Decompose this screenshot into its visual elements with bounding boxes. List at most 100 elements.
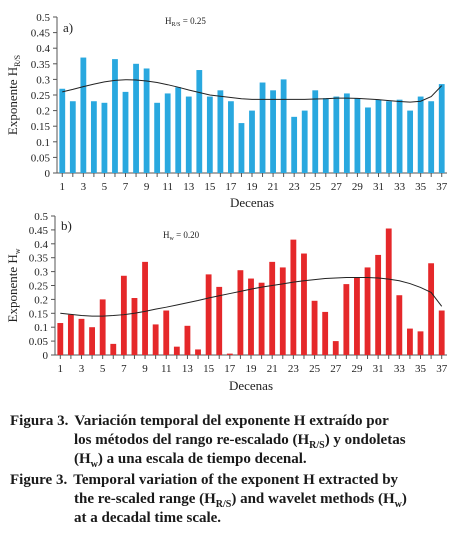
bar (99, 299, 106, 355)
x-tick-label: 29 (352, 181, 364, 193)
bar (80, 57, 87, 174)
bar (438, 310, 445, 355)
hurst-annotation: Hw = 0.20 (163, 230, 200, 242)
y-tick-label: 0.1 (34, 322, 48, 334)
bar (301, 110, 308, 173)
bar (164, 93, 171, 173)
bar (122, 91, 129, 173)
hurst-annotation: HR/S = 0.25 (165, 16, 206, 28)
y-tick-label: 0.5 (36, 12, 50, 24)
bar (184, 325, 191, 355)
caption-english-line3: at a decadal time scale. (74, 510, 222, 526)
bar (280, 79, 287, 173)
x-tick-label: 29 (351, 363, 363, 375)
y-tick-label: 0.3 (34, 267, 48, 279)
bar (175, 87, 182, 173)
x-tick-label: 9 (142, 363, 148, 375)
y-axis-title: Exponente Hw (5, 248, 22, 322)
bar (354, 98, 361, 173)
x-tick-label: 1 (60, 181, 66, 193)
y-tick-label: 0.1 (36, 137, 50, 149)
bar (428, 101, 435, 173)
x-tick-label: 5 (102, 181, 108, 193)
x-tick-label: 31 (373, 363, 384, 375)
bar (90, 101, 97, 173)
y-tick-label: 0.3 (36, 74, 50, 86)
bar (228, 101, 234, 173)
bar (438, 84, 445, 173)
bar (364, 267, 371, 355)
bar (291, 116, 298, 173)
panel-label: a) (63, 20, 73, 35)
x-tick-label: 33 (394, 181, 406, 193)
y-tick-label: 0.05 (31, 152, 51, 164)
x-tick-label: 17 (225, 181, 237, 193)
y-tick-label: 0.05 (29, 336, 49, 348)
bar (133, 63, 139, 173)
x-tick-label: 37 (436, 181, 448, 193)
y-tick-label: 0.5 (34, 211, 48, 223)
bar (279, 267, 286, 355)
caption-english-number: Figure 3. (10, 472, 68, 488)
bar (396, 99, 403, 173)
bar (185, 96, 192, 173)
bar (249, 110, 255, 173)
x-tick-label: 31 (373, 181, 384, 193)
bar (312, 90, 319, 173)
x-tick-label: 3 (79, 363, 85, 375)
x-tick-label: 15 (204, 181, 216, 193)
y-tick-label: 0.35 (29, 253, 49, 265)
bar (311, 300, 318, 355)
bar (258, 282, 265, 355)
caption-english-line1: Temporal variation of the exponent H ext… (73, 472, 399, 488)
x-tick-label: 23 (289, 181, 301, 193)
x-tick-label: 27 (330, 363, 342, 375)
bar (206, 96, 213, 173)
bar (131, 298, 138, 355)
y-tick-label: 0.35 (31, 59, 51, 71)
panel-label: b) (61, 218, 72, 233)
caption-english-line2: the re-scaled range (HR/S) and wavelet m… (74, 491, 407, 510)
bar (142, 261, 148, 355)
bar (59, 88, 66, 173)
bar (396, 295, 403, 355)
x-tick-label: 7 (123, 181, 129, 193)
bar (217, 90, 224, 173)
bar (259, 82, 266, 173)
x-tick-label: 17 (224, 363, 236, 375)
x-tick-label: 35 (415, 181, 427, 193)
x-tick-label: 3 (81, 181, 87, 193)
bar (226, 353, 233, 355)
caption-spanish-line3: (Hw) a una escala de tiempo decenal. (74, 451, 307, 470)
bar (407, 110, 414, 173)
bar (270, 90, 276, 173)
bar (301, 253, 307, 355)
y-axis-title: Exponente HR/S (5, 55, 22, 135)
bar (343, 284, 350, 355)
y-tick-label: 0.25 (29, 281, 49, 293)
y-tick-label: 0.2 (36, 106, 50, 118)
bar (216, 286, 223, 355)
x-tick-label: 25 (309, 363, 321, 375)
bar (385, 228, 392, 355)
bar (154, 102, 161, 173)
bar (290, 239, 297, 355)
x-tick-label: 5 (100, 363, 106, 375)
y-tick-label: 0.15 (29, 308, 49, 320)
x-tick-label: 33 (394, 363, 406, 375)
x-tick-label: 11 (162, 181, 173, 193)
caption-spanish-line2: los métodos del rango re-escalado (HR/S)… (74, 432, 406, 451)
bar (332, 341, 339, 355)
bar (205, 274, 212, 355)
caption-spanish: Figura 3. Variación temporal del exponen… (10, 412, 460, 470)
bar (57, 323, 64, 355)
y-tick-label: 0.4 (34, 239, 48, 251)
y-tick-label: 0 (43, 350, 49, 362)
bar (78, 318, 85, 355)
bar (237, 270, 244, 355)
x-tick-label: 27 (331, 181, 343, 193)
bar (112, 59, 118, 174)
x-tick-label: 19 (247, 181, 259, 193)
x-tick-label: 15 (203, 363, 215, 375)
